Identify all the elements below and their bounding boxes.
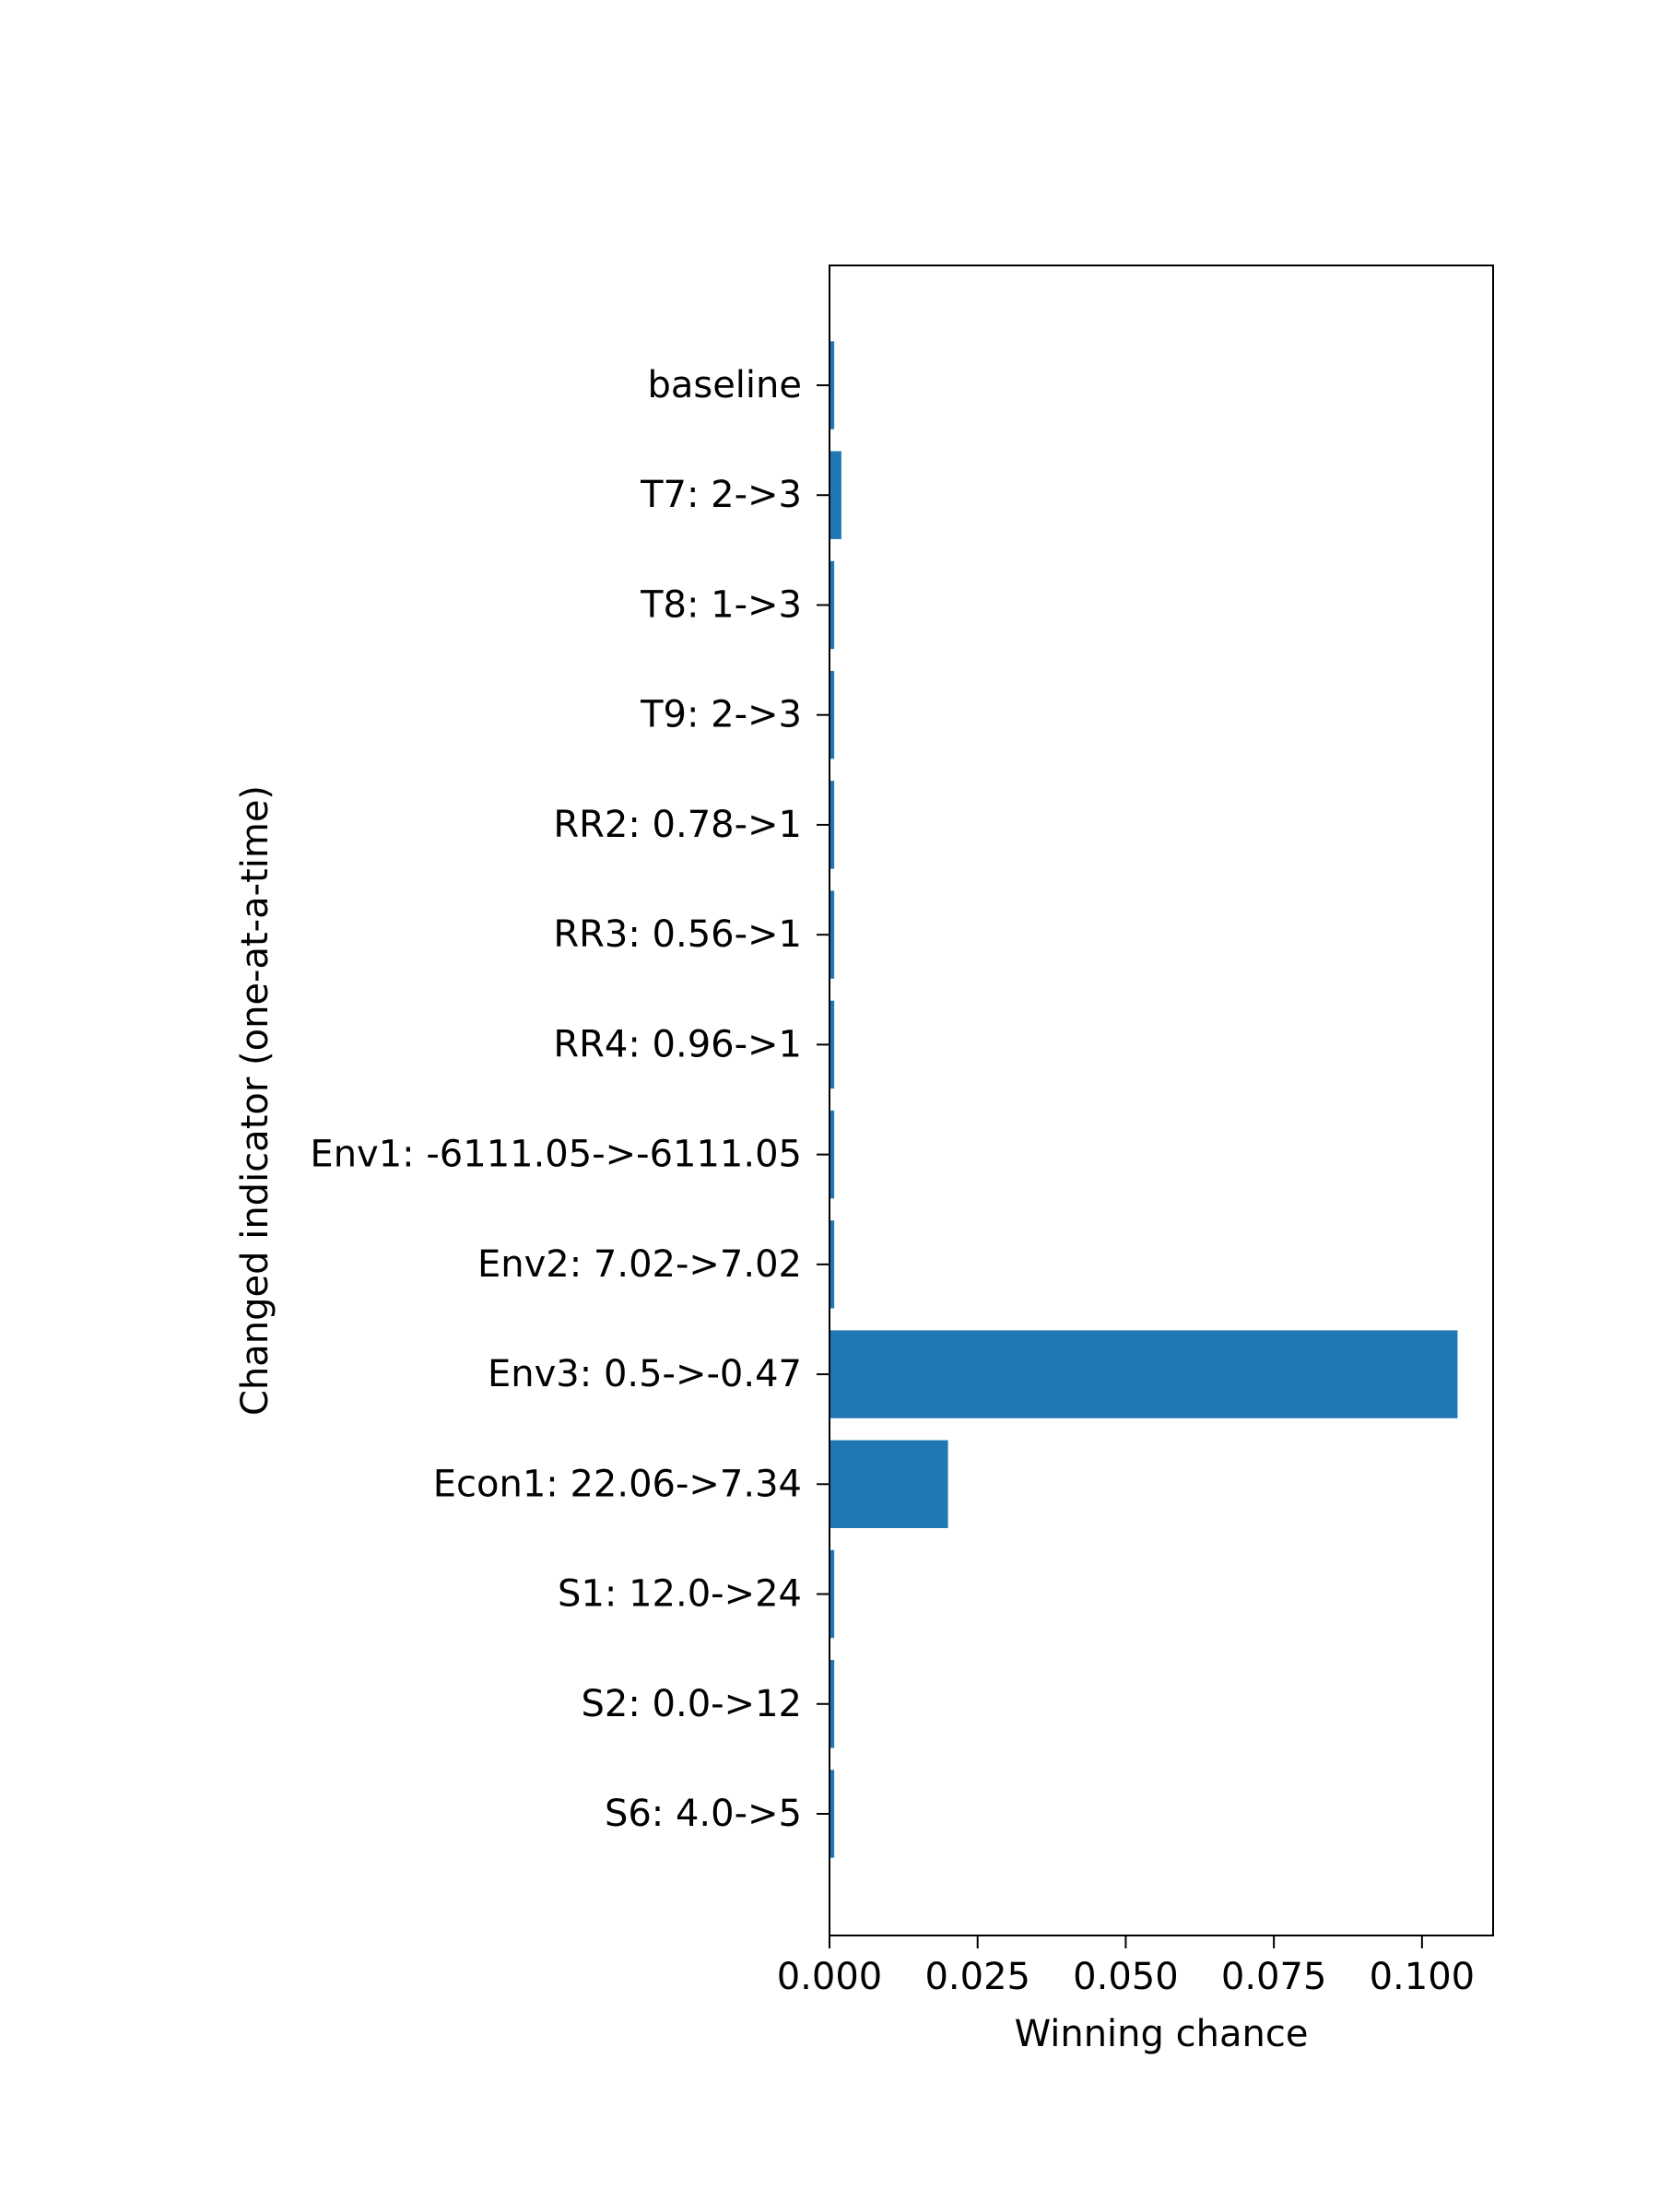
bar — [830, 1660, 835, 1748]
x-tick-label: 0.100 — [1370, 1956, 1476, 1998]
y-tick-label: S6: 4.0->5 — [605, 1793, 802, 1835]
bars-group — [830, 341, 1458, 1858]
y-tick-label: Env3: 0.5->-0.47 — [488, 1353, 802, 1395]
y-tick-label: RR2: 0.78->1 — [553, 804, 802, 846]
y-tick-label: S1: 12.0->24 — [558, 1573, 802, 1616]
y-tick-label: T9: 2->3 — [640, 694, 802, 736]
bar — [830, 890, 835, 979]
x-ticks-group: 0.000 0.025 0.050 0.075 0.100 — [777, 1936, 1475, 1998]
bar — [830, 671, 835, 759]
bar — [830, 1770, 835, 1858]
y-tick-label: Econ1: 22.06->7.34 — [433, 1463, 802, 1505]
x-axis-label: Winning chance — [1015, 2013, 1309, 2055]
bar — [830, 1549, 835, 1639]
y-tick-label: S2: 0.0->12 — [582, 1683, 803, 1725]
bar — [830, 781, 835, 869]
y-tick-label: RR3: 0.56->1 — [553, 913, 802, 956]
y-tick-label: T7: 2->3 — [640, 474, 802, 516]
bar — [830, 341, 835, 429]
y-tick-label: Env2: 7.02->7.02 — [477, 1243, 802, 1286]
y-tick-label: T8: 1->3 — [640, 583, 802, 626]
x-tick-label: 0.000 — [777, 1956, 883, 1998]
bar — [830, 560, 835, 650]
bar — [830, 1330, 1458, 1418]
bar — [830, 1220, 835, 1309]
y-tick-label: Env1: -6111.05->-6111.05 — [310, 1134, 802, 1176]
plot-frame — [829, 265, 1494, 1936]
x-tick-label: 0.025 — [924, 1956, 1030, 1998]
y-axis-label: Changed indicator (one-at-a-time) — [234, 785, 276, 1416]
y-ticks-group: baseline T7: 2->3 T8: 1->3 T9: 2->3 RR2: 0.7… — [310, 364, 830, 1835]
bar — [830, 1440, 948, 1528]
bar — [830, 451, 841, 539]
y-tick-label: RR4: 0.96->1 — [553, 1023, 802, 1065]
x-tick-label: 0.050 — [1073, 1956, 1179, 1998]
x-tick-label: 0.075 — [1221, 1956, 1327, 1998]
bar — [830, 1110, 835, 1199]
y-tick-label: baseline — [647, 364, 802, 406]
bar — [830, 1000, 835, 1089]
